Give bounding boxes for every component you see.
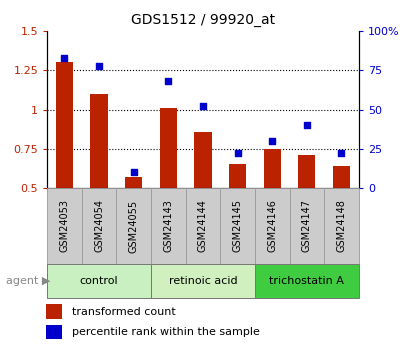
Bar — [125, 177, 142, 188]
Point — [199, 104, 206, 109]
Bar — [289, 188, 324, 264]
Bar — [254, 264, 358, 298]
Bar — [81, 188, 116, 264]
Bar — [45, 304, 62, 319]
Text: GSM24144: GSM24144 — [198, 199, 207, 253]
Text: transformed count: transformed count — [72, 307, 175, 317]
Text: retinoic acid: retinoic acid — [168, 276, 237, 286]
Bar — [254, 188, 289, 264]
Point — [303, 122, 309, 128]
Bar — [185, 188, 220, 264]
Bar — [116, 188, 151, 264]
Point — [234, 151, 240, 156]
Bar — [47, 188, 81, 264]
Bar — [47, 264, 151, 298]
Bar — [263, 149, 280, 188]
Text: GSM24054: GSM24054 — [94, 199, 104, 253]
Text: agent ▶: agent ▶ — [6, 276, 50, 286]
Text: percentile rank within the sample: percentile rank within the sample — [72, 327, 259, 337]
Text: trichostatin A: trichostatin A — [269, 276, 344, 286]
Text: GSM24146: GSM24146 — [267, 199, 276, 253]
Bar — [297, 155, 315, 188]
Point — [61, 55, 67, 60]
Bar — [151, 264, 254, 298]
Point — [337, 151, 344, 156]
Text: GSM24055: GSM24055 — [128, 199, 138, 253]
Title: GDS1512 / 99920_at: GDS1512 / 99920_at — [130, 13, 274, 27]
Bar — [159, 108, 177, 188]
Bar — [194, 131, 211, 188]
Text: GSM24145: GSM24145 — [232, 199, 242, 253]
Point — [165, 79, 171, 84]
Point — [130, 170, 137, 175]
Point — [268, 138, 275, 144]
Bar — [45, 325, 62, 339]
Text: GSM24147: GSM24147 — [301, 199, 311, 253]
Point — [96, 63, 102, 68]
Text: GSM24148: GSM24148 — [336, 199, 346, 253]
Bar — [228, 165, 246, 188]
Bar — [324, 188, 358, 264]
Text: GSM24053: GSM24053 — [59, 199, 69, 253]
Text: GSM24143: GSM24143 — [163, 199, 173, 253]
Bar — [332, 166, 349, 188]
Bar — [220, 188, 254, 264]
Bar — [90, 94, 108, 188]
Text: control: control — [80, 276, 118, 286]
Bar — [151, 188, 185, 264]
Bar — [56, 62, 73, 188]
